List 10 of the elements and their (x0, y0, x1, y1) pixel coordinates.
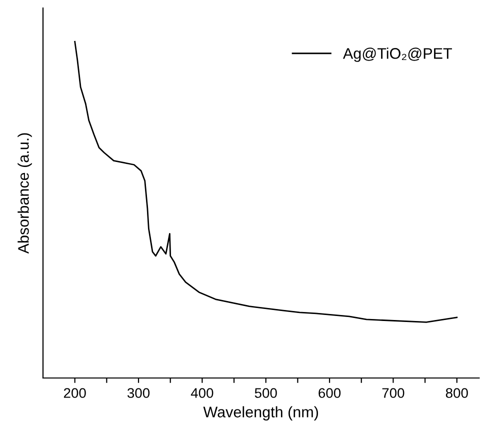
legend-label: Ag@TiO₂@PET (342, 48, 452, 62)
x-tick-label: 200 (64, 388, 86, 398)
y-axis-title: Absorbance (a.u.) (18, 133, 32, 254)
x-tick-label: 300 (127, 388, 150, 398)
x-tick-label: 400 (190, 388, 214, 398)
x-tick-label: 600 (318, 388, 341, 398)
x-tick-label: 500 (254, 388, 277, 398)
x-tick-label: 700 (382, 388, 404, 398)
x-tick-label: 800 (446, 388, 468, 398)
x-axis-title: Wavelength (nm) (203, 406, 318, 420)
